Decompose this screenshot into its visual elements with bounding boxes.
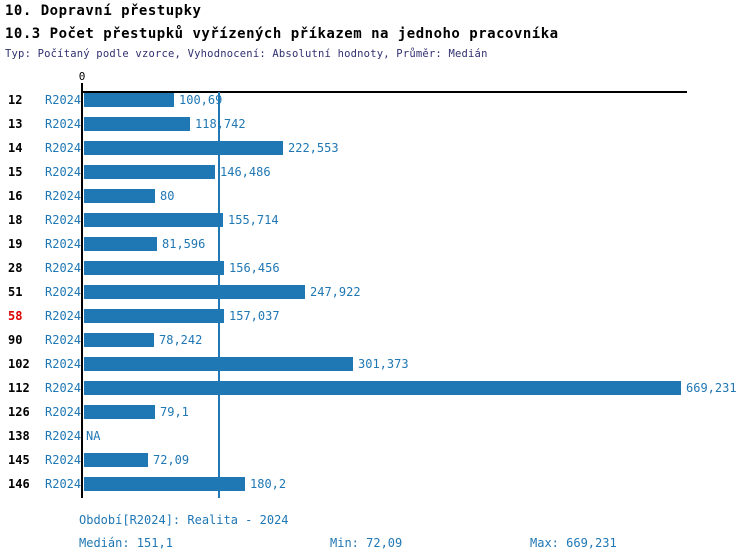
bar [84,189,155,203]
chart-row: 18 R2024 155,714 [0,213,750,227]
chart-row: 19 R2024 81,596 [0,237,750,251]
bar-value-label: 72,09 [153,453,190,467]
row-series-label: R2024 [45,141,82,155]
bar-value-label: 156,456 [229,261,280,275]
row-category-label: 102 [8,357,30,371]
chart-row: 138 R2024 NA [0,429,750,443]
footer-max-label: Max: 669,231 [530,536,617,550]
chart-row: 102 R2024 301,373 [0,357,750,371]
bar-value-label: 669,231 [686,381,737,395]
page-title: 10. Dopravní přestupky [5,3,202,19]
row-series-label: R2024 [45,453,82,467]
bar-value-label: 222,553 [288,141,339,155]
row-category-label: 14 [8,141,23,155]
row-series-label: R2024 [45,285,82,299]
row-category-label: 12 [8,93,23,107]
bar [84,261,224,275]
bar-value-label: 78,242 [159,333,203,347]
footer-period-label: Období[R2024]: Realita - 2024 [79,513,289,527]
y-axis-line [81,83,83,498]
bar [84,285,305,299]
bar-value-label: 247,922 [310,285,361,299]
row-series-label: R2024 [45,333,82,347]
bar-value-label: 81,596 [162,237,206,251]
bar-value-label: 79,1 [160,405,189,419]
bar [84,237,157,251]
bar [84,381,681,395]
row-series-label: R2024 [45,357,82,371]
row-series-label: R2024 [45,189,82,203]
row-series-label: R2024 [45,93,82,107]
row-category-label: 51 [8,285,23,299]
chart-row: 146 R2024 180,2 [0,477,750,491]
bar-value-label: 146,486 [220,165,271,179]
bar [84,165,215,179]
chart-row: 14 R2024 222,553 [0,141,750,155]
bar [84,333,154,347]
row-series-label: R2024 [45,429,82,443]
chart-row: 12 R2024 100,69 [0,93,750,107]
row-category-label: 138 [8,429,30,443]
row-category-label: 28 [8,261,23,275]
bar-value-label: 100,69 [179,93,223,107]
row-series-label: R2024 [45,309,82,323]
bar-value-label: 301,373 [358,357,409,371]
chart-row: 90 R2024 78,242 [0,333,750,347]
row-category-label: 16 [8,189,23,203]
bar-value-label: 157,037 [229,309,280,323]
bar [84,357,353,371]
row-category-label: 112 [8,381,30,395]
chart-row: 126 R2024 79,1 [0,405,750,419]
footer-min-label: Min: 72,09 [330,536,403,550]
row-series-label: R2024 [45,381,82,395]
chart-row: 28 R2024 156,456 [0,261,750,275]
bar-value-label: 118,742 [195,117,246,131]
bar [84,117,190,131]
bar [84,93,174,107]
row-category-label: 145 [8,453,30,467]
row-category-label: 90 [8,333,23,347]
chart-row: 15 R2024 146,486 [0,165,750,179]
bar [84,477,245,491]
row-category-label: 18 [8,213,23,227]
row-category-label: 126 [8,405,30,419]
row-series-label: R2024 [45,477,82,491]
chart-row: 13 R2024 118,742 [0,117,750,131]
footer-median-label: Medián: 151,1 [79,536,173,550]
bar-value-label: 155,714 [228,213,279,227]
bar-value-label: 180,2 [250,477,287,491]
row-series-label: R2024 [45,405,82,419]
bar [84,453,148,467]
row-series-label: R2024 [45,117,82,131]
bar [84,141,283,155]
chart-row: 145 R2024 72,09 [0,453,750,467]
bar [84,405,155,419]
chart-row: 16 R2024 80 [0,189,750,203]
row-series-label: R2024 [45,213,82,227]
row-series-label: R2024 [45,165,82,179]
chart-meta-info: Typ: Počítaný podle vzorce, Vyhodnocení:… [5,48,488,60]
bar-value-label: NA [86,429,101,443]
bar-value-label: 80 [160,189,175,203]
chart-row: 51 R2024 247,922 [0,285,750,299]
chart-row: 112 R2024 669,231 [0,381,750,395]
row-category-label: 15 [8,165,23,179]
bar [84,213,223,227]
chart-row: 58 R2024 157,037 [0,309,750,323]
chart-subtitle: 10.3 Počet přestupků vyřízených příkazem… [5,26,559,42]
row-category-label: 146 [8,477,30,491]
row-category-label: 19 [8,237,23,251]
bar [84,309,224,323]
x-axis-zero-tick-label: 0 [78,70,86,83]
row-series-label: R2024 [45,237,82,251]
row-category-label: 13 [8,117,23,131]
chart-top-border [81,91,687,93]
row-series-label: R2024 [45,261,82,275]
row-category-label: 58 [8,309,23,323]
